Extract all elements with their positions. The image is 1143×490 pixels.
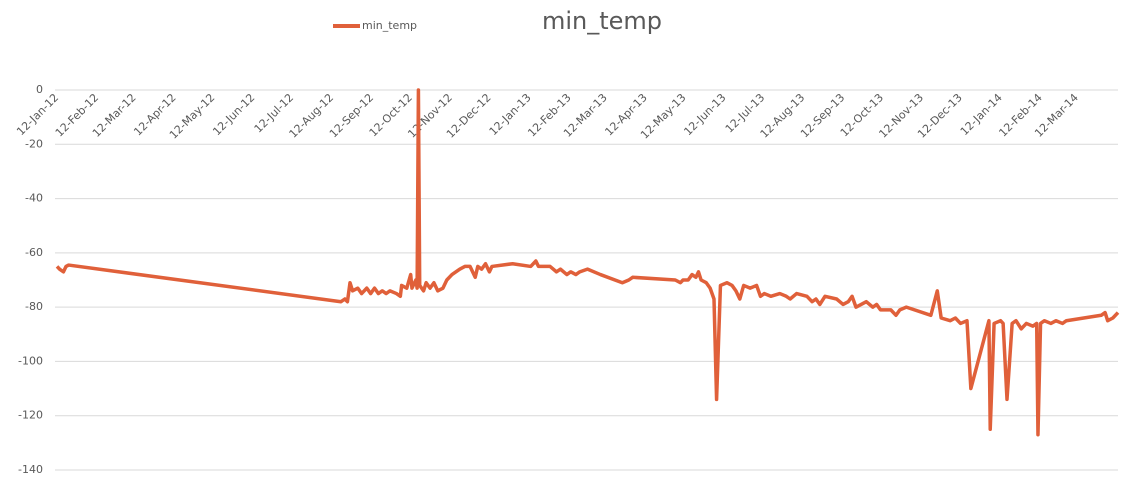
x-tick-label: 12-Jun-13 — [681, 91, 728, 138]
y-tick-label: 0 — [36, 83, 43, 96]
x-tick-label: 12-Jun-12 — [210, 91, 257, 138]
y-tick-label: -100 — [18, 354, 43, 367]
chart-title: min_temp — [542, 7, 662, 35]
y-tick-label: -60 — [25, 246, 43, 259]
legend-label: min_temp — [362, 19, 417, 32]
y-tick-label: -140 — [18, 463, 43, 476]
y-tick-label: -40 — [25, 192, 43, 205]
y-tick-label: -80 — [25, 300, 43, 313]
y-tick-label: -20 — [25, 137, 43, 150]
y-tick-label: -120 — [18, 409, 43, 422]
data-line — [55, 88, 1120, 437]
